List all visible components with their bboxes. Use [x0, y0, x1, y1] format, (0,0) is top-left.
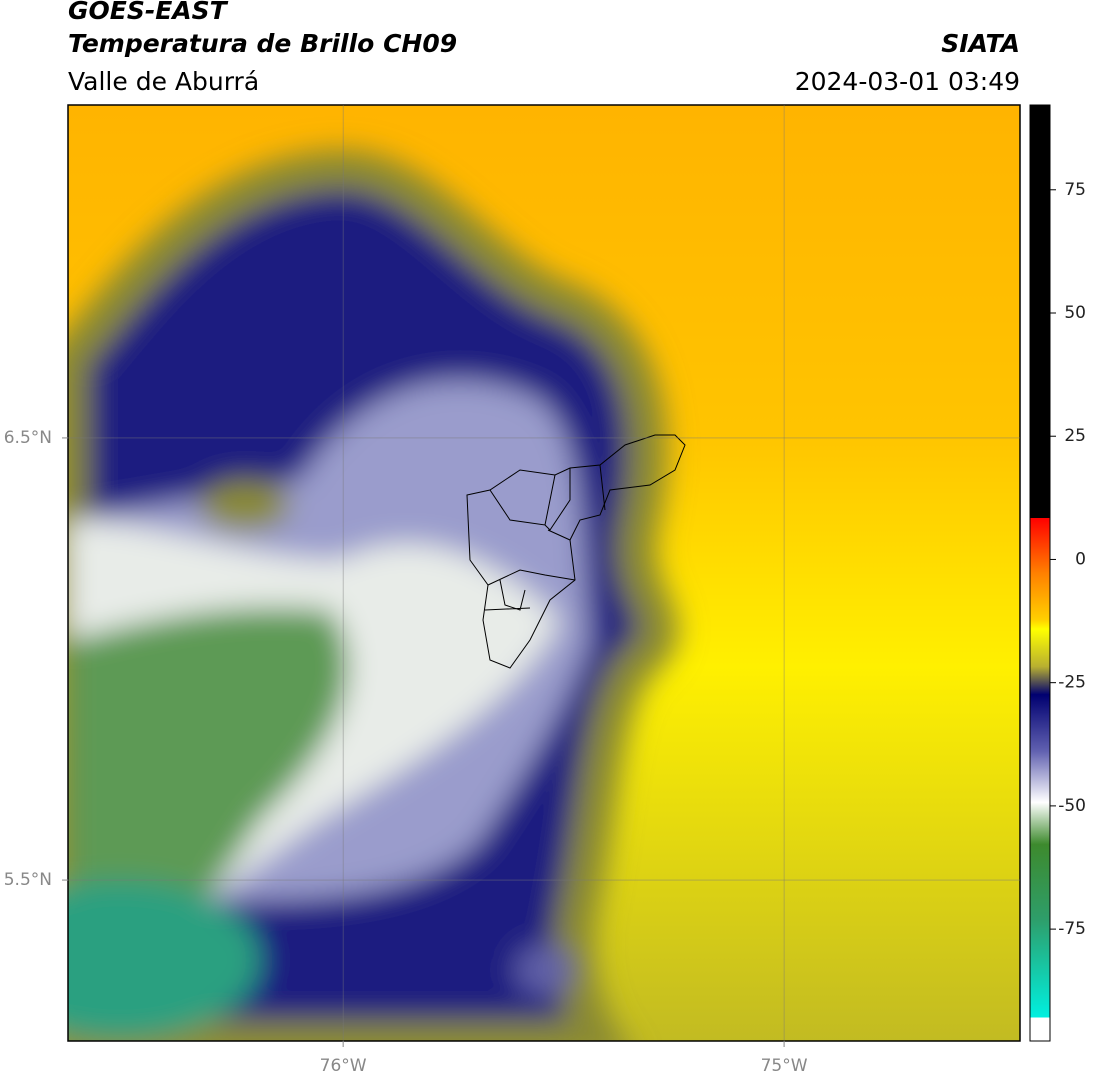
colorbar-tick-label: -50	[1058, 796, 1086, 816]
colorbar-tick-label: 50	[1064, 303, 1086, 323]
y-tick-label: 5.5°N	[4, 870, 52, 890]
datetime: 2024-03-01 03:49	[795, 67, 1020, 96]
product-title: Temperatura de Brillo CH09	[68, 29, 457, 58]
colorbar-tick-label: -75	[1058, 919, 1086, 939]
agency: SIATA	[941, 29, 1020, 58]
satellite-image	[68, 105, 1020, 1041]
x-tick-label: 75°W	[761, 1056, 808, 1076]
colorbar-tick-label: 25	[1064, 426, 1086, 446]
satellite-title: GOES-EAST	[68, 0, 229, 25]
municipal-boundaries	[466, 434, 686, 669]
colorbar	[1029, 104, 1051, 1042]
region-title: Valle de Aburrá	[68, 67, 259, 96]
y-tick-label: 6.5°N	[4, 428, 52, 448]
colorbar-tick-label: -25	[1058, 673, 1086, 693]
colorbar-tick-label: 75	[1064, 180, 1086, 200]
map-frame	[67, 104, 1021, 1042]
x-tick-label: 76°W	[320, 1056, 367, 1076]
colorbar-tick-label: 0	[1075, 549, 1086, 569]
